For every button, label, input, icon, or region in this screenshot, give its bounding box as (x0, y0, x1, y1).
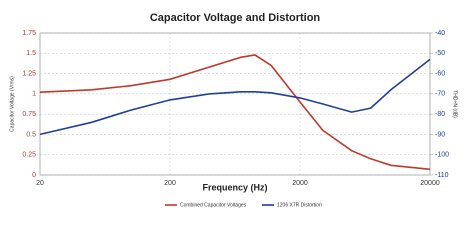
y2-tick-label: -100 (435, 152, 449, 159)
x-tick-label: 200 (164, 180, 176, 187)
y-tick-label: 1.5 (26, 50, 36, 57)
x-tick-label: 2000 (292, 180, 308, 187)
line-series (39, 54, 431, 171)
y2-tick-label: -50 (435, 50, 445, 57)
y-tick-label: 1.25 (22, 70, 36, 77)
y-axis-label: Capacitor Voltage (Vrms) (9, 76, 15, 132)
y2-tick-label: -60 (435, 70, 445, 77)
y-tick-label: 1.75 (22, 30, 36, 37)
chart: Capacitor Voltage and Distortion Frequen… (9, 12, 458, 208)
legend-label: 1206 X7R Distortion (277, 202, 322, 208)
y-tick-label: 1 (32, 91, 36, 98)
chart-title: Capacitor Voltage and Distortion (150, 12, 321, 24)
line-series (39, 58, 431, 136)
legend-label: Combined Capacitor Voltages (180, 202, 247, 208)
y-tick-label: 0 (32, 172, 36, 179)
y2-tick-label: -70 (435, 91, 445, 98)
y2-tick-label: -40 (435, 30, 445, 37)
y2-tick-label: -110 (435, 172, 449, 179)
x-tick-label: 20 (36, 180, 44, 187)
x-tick-label: 20000 (420, 180, 440, 187)
y-tick-label: 0.75 (22, 111, 36, 118)
y2-axis-label: THD+N (dB) (452, 90, 458, 118)
y2-tick-label: -90 (435, 131, 445, 138)
y-tick-label: 0.25 (22, 152, 36, 159)
y2-tick-label: -80 (435, 111, 445, 118)
plot-area (39, 32, 431, 176)
x-axis-label: Frequency (Hz) (202, 182, 267, 192)
y-tick-label: 0.5 (26, 131, 36, 138)
